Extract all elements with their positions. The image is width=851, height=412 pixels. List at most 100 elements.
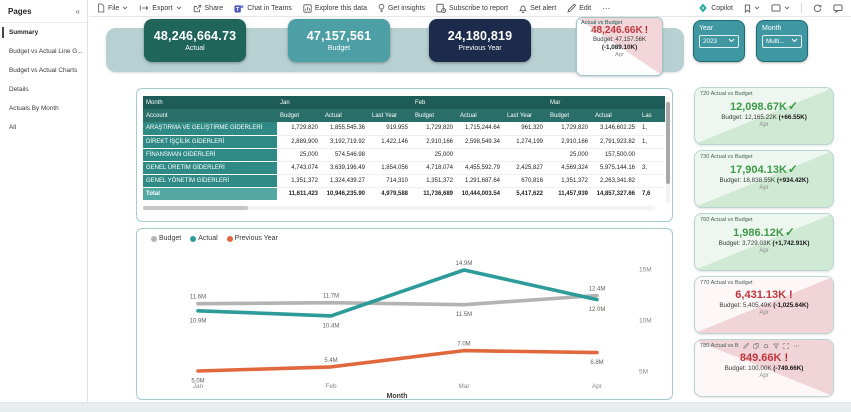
value-cell: 5,975,144.16 [592, 161, 639, 175]
sidebar-item-all[interactable]: All [9, 124, 17, 131]
total-value-cell: 11,457,939 [547, 186, 592, 200]
more-icon[interactable] [793, 343, 800, 349]
total-value-cell: 14,857,327.66 [592, 186, 639, 200]
sidebar-item-budget-vs-actual-line-g[interactable]: Budget vs Actual Line G... [9, 48, 83, 55]
view-button[interactable] [771, 4, 790, 12]
account-kpi-card-2[interactable]: 730 Actual vs Budget 17,904.13K✓ Budget: 1… [694, 150, 834, 208]
account-kpi-card-5[interactable]: 780 Actual vs B 849.66K! Budget: 100.00K (… [694, 339, 834, 397]
set-alert-icon [519, 4, 528, 13]
value-cell: 1,351,372 [412, 174, 457, 188]
account-card-budget: Budget: 100.00K (-749.66K) [724, 365, 804, 372]
budget-matrix-visual[interactable]: Month Jan Feb Mar Account Budget Actual Last Ye… [136, 88, 673, 222]
actual-line[interactable] [196, 268, 599, 318]
value-cell: 1,422,146 [369, 135, 412, 149]
sidebar-item-budget-vs-actual-charts[interactable]: Budget vs Actual Charts [9, 67, 78, 74]
set-alert-button[interactable]: Set alert [519, 4, 556, 13]
table-row[interactable]: DİREKT İŞÇİLİK GİDERLERİ 2,889,900 3,192,7… [143, 135, 665, 149]
more-options-button[interactable]: ⋯ [602, 3, 612, 13]
sidebar-item-details[interactable]: Details [9, 86, 29, 93]
slicer-value: Multi... [766, 38, 785, 45]
line-chart[interactable]: 5M 10M 15M 11.6M 11.7M 11.5M 12.4M 10.9M 10.4M 14… [137, 229, 672, 399]
previous-year-line[interactable] [196, 348, 599, 373]
value-cell: 4,455,592.79 [457, 161, 504, 175]
total-value-cell: 10,946,235.90 [322, 186, 369, 200]
data-label: 11.5M [456, 312, 472, 318]
copy-icon[interactable] [752, 343, 759, 349]
check-icon: ✓ [787, 99, 798, 113]
kpi-card-actual[interactable]: 48,246,664.73 Actual [144, 19, 246, 62]
refresh-icon [813, 4, 822, 13]
edit-icon[interactable] [742, 343, 749, 349]
account-card-budget: Budget: 12,165.22K (+66.55K) [721, 114, 807, 121]
table-vertical-scrollbar[interactable] [666, 97, 670, 203]
month-slicer-dropdown[interactable]: Multi... [762, 35, 802, 48]
edit-button[interactable]: Edit [567, 3, 591, 13]
refresh-button[interactable] [813, 4, 822, 13]
data-label: 12.0M [589, 307, 606, 313]
visual-hover-toolbar [742, 343, 800, 349]
toolbar-right: Copilot [698, 3, 843, 13]
budget-line[interactable] [196, 293, 599, 307]
explore-this-data-button[interactable]: Explore this data [303, 3, 367, 13]
account-card-value: 849.66K [739, 352, 782, 364]
data-label: 14.9M [456, 261, 473, 267]
file-button[interactable]: File [97, 3, 128, 13]
chevron-down-icon [176, 6, 182, 10]
summary-card-period: Apr [614, 52, 625, 58]
account-card-delta: (+66.55K) [778, 114, 807, 121]
kpi-card-previous-year[interactable]: 24,180,819 Previous Year [429, 19, 531, 62]
legend-item-actual[interactable]: Actual [190, 235, 218, 242]
check-icon: ✓ [784, 225, 795, 239]
alert-icon[interactable] [762, 343, 769, 349]
collapse-pane-icon[interactable]: « [75, 7, 80, 16]
share-button[interactable]: Share [193, 4, 223, 13]
account-card-delta: (-749.66K) [773, 365, 804, 372]
focus-icon[interactable] [782, 343, 789, 349]
column-header-partial: Las [639, 109, 665, 122]
account-kpi-cards: 720 Actual vs Budget 12,098.67K✓ Budget: 1… [694, 87, 834, 397]
year-slicer: Year 2023 [693, 20, 745, 62]
account-card-delta: (-1,025.64K) [773, 302, 809, 309]
table-horizontal-scrollbar[interactable] [143, 206, 655, 210]
account-kpi-card-3[interactable]: 760 Actual vs Budget 1,986.12K✓ Budget: 3,… [694, 213, 834, 271]
subscribe-to-report-button[interactable]: Subscribe to report [436, 3, 508, 13]
comments-button[interactable] [833, 3, 843, 13]
chevron-down-icon [784, 6, 790, 10]
sidebar-item-summary[interactable]: Summary [0, 23, 87, 42]
vertical-scroll-thumb[interactable] [666, 102, 670, 184]
account-card-value: 1,986.12K [733, 227, 784, 239]
horizontal-scroll-thumb[interactable] [143, 206, 248, 210]
legend-dot [226, 235, 233, 242]
year-slicer-label: Year [699, 25, 714, 32]
value-cell [504, 148, 547, 162]
actual-vs-budget-summary-card[interactable]: Actual vs Budget 48,246.66K! Budget: 47,… [576, 17, 663, 76]
legend-item-budget[interactable]: Budget [151, 235, 181, 242]
chat-in-teams-button[interactable]: Chat in Teams [234, 4, 292, 13]
budget-line-chart-visual[interactable]: 5M 10M 15M 11.6M 11.7M 11.5M 12.4M 10.9M 10.4M 14… [136, 228, 673, 400]
account-card-budget: Budget: 18,838.55K (+934.42K) [719, 177, 809, 184]
get-insights-button[interactable]: Get insights [378, 3, 425, 13]
year-slicer-dropdown[interactable]: 2023 [699, 35, 739, 48]
filter-icon[interactable] [772, 343, 779, 349]
column-header: Budget [547, 109, 592, 122]
table-row[interactable]: GENEL ÜRETİM GİDERLERİ 4,743,074 3,639,196… [143, 161, 665, 175]
kpi-card-budget[interactable]: 47,157,561 Budget [288, 19, 390, 62]
table-row[interactable]: ARAŞTIRMA VE GELİŞTİRME GİDERLERİ 1,729,8… [143, 122, 665, 136]
subscribe-to-report-label: Subscribe to report [448, 4, 509, 12]
value-cell: 2,425,827 [504, 161, 547, 175]
legend-label: Budget [159, 235, 182, 242]
copilot-button[interactable]: Copilot [698, 3, 733, 13]
legend-item-previous-year[interactable]: Previous Year [226, 235, 278, 242]
table-row[interactable]: FİNANSMAN GİDERLERİ 25,000 574,546.98 25,00… [143, 148, 665, 162]
account-kpi-card-1[interactable]: 720 Actual vs Budget 12,098.67K✓ Budget: 1… [694, 87, 834, 145]
table-row[interactable]: GENEL YÖNETİM GİDERLERİ 1,351,372 1,324,43… [143, 174, 665, 188]
alert-exclamation-icon: ! [784, 352, 789, 364]
sidebar-item-actuals-by-month[interactable]: Actuals By Month [9, 105, 59, 112]
bookmarks-button[interactable] [744, 4, 760, 13]
month-group-header: Jan [277, 96, 412, 109]
export-button[interactable]: Export [139, 4, 181, 12]
value-cell: 670,816 [504, 174, 547, 188]
account-kpi-card-4[interactable]: 770 Actual vs Budget 6,431.13K! Budget: 5,… [694, 276, 834, 334]
table-total-row[interactable]: Total 11,611,423 10,946,235.90 4,979,588 11,… [143, 186, 665, 200]
matrix-account-header-row: Account Budget Actual Last Year Budget Actual… [143, 109, 665, 122]
